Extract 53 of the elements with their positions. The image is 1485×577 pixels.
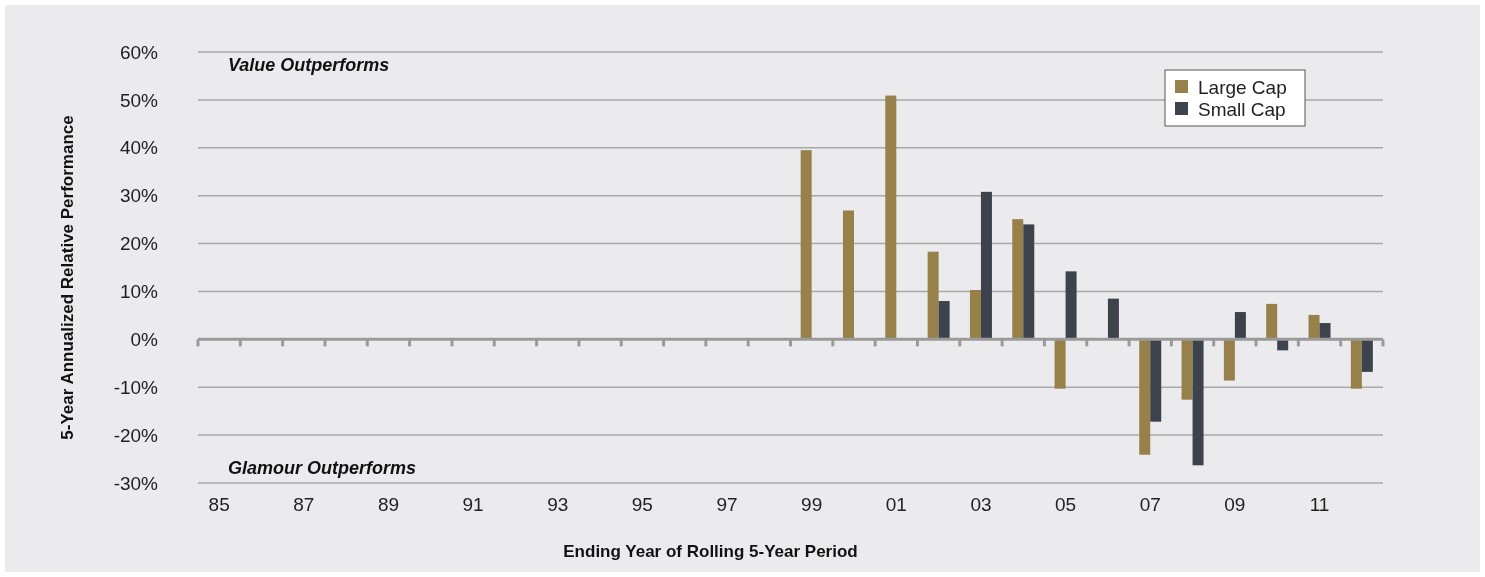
- bar: [1054, 339, 1066, 389]
- annotation: Glamour Outperforms: [228, 458, 417, 478]
- y-tick-label: 40%: [119, 137, 159, 159]
- x-tick-label: 89: [377, 494, 400, 515]
- x-tick-label: 09: [1224, 494, 1246, 515]
- x-tick-label: 05: [1055, 494, 1077, 515]
- bar: [1361, 339, 1373, 372]
- bar: [969, 290, 981, 340]
- x-tick-label: 97: [716, 494, 738, 515]
- bar: [800, 150, 812, 340]
- x-tick-label: 85: [208, 494, 230, 515]
- bar: [1181, 339, 1193, 400]
- y-tick-label: 20%: [119, 233, 159, 255]
- annotation: Value Outperforms: [228, 55, 390, 75]
- bar: [1308, 314, 1320, 340]
- bar: [1234, 312, 1246, 340]
- y-axis-title: 5-Year Annualized Relative Performance: [58, 115, 77, 440]
- bar: [1065, 271, 1077, 340]
- bar: [1350, 339, 1362, 389]
- y-tick-label: -10%: [113, 376, 159, 398]
- x-tick-label: 95: [631, 494, 653, 515]
- y-tick-label: -30%: [113, 472, 159, 494]
- bar: [1012, 219, 1024, 340]
- x-tick-label: 11: [1309, 494, 1330, 515]
- y-tick-label: 10%: [119, 281, 159, 303]
- bar: [1319, 323, 1331, 340]
- bar: [980, 191, 992, 340]
- bar: [842, 210, 854, 340]
- bar: [885, 95, 897, 340]
- bar: [1266, 303, 1278, 340]
- y-tick-label: 60%: [119, 41, 159, 63]
- bar: [1223, 339, 1235, 381]
- x-tick-label: 93: [547, 494, 569, 515]
- y-tick-label: -20%: [113, 424, 159, 446]
- x-tick-label: 07: [1139, 494, 1161, 515]
- bar: [1139, 339, 1151, 455]
- legend-label: Small Cap: [1198, 98, 1286, 120]
- x-tick-label: 99: [801, 494, 823, 515]
- x-tick-label: 91: [462, 494, 484, 515]
- bar: [1023, 224, 1035, 340]
- bar: [938, 301, 950, 340]
- x-axis-title: Ending Year of Rolling 5-Year Period: [563, 542, 858, 561]
- y-tick-label: 30%: [119, 185, 159, 207]
- bar: [1150, 339, 1162, 422]
- y-tick-label: 50%: [119, 89, 159, 111]
- y-tick-label: 0%: [130, 328, 159, 350]
- x-tick-label: 03: [970, 494, 992, 515]
- bar: [1107, 298, 1119, 340]
- x-tick-label: 87: [293, 494, 315, 515]
- x-tick-label: 01: [885, 494, 907, 515]
- bar: [927, 251, 939, 340]
- legend-label: Large Cap: [1198, 76, 1287, 98]
- bar: [1192, 339, 1204, 466]
